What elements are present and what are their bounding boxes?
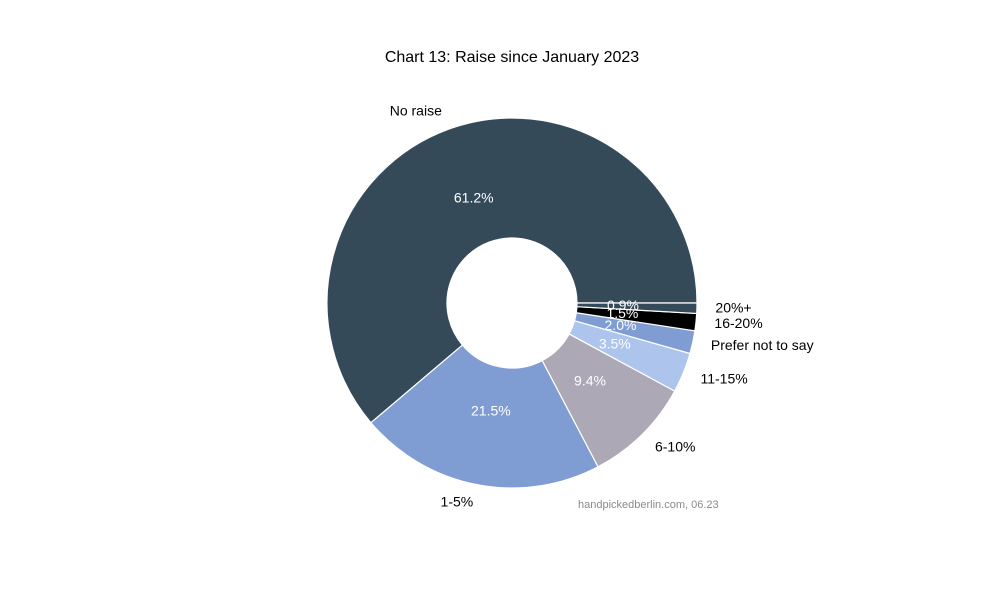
slice-label: 6-10%: [655, 439, 695, 455]
chart-title: Chart 13: Raise since January 2023: [385, 49, 639, 66]
value-label: 3.5%: [599, 336, 631, 352]
source-note: handpickedberlin.com, 06.23: [578, 499, 719, 511]
value-label: 21.5%: [471, 403, 511, 419]
slice-label: 1-5%: [441, 493, 474, 509]
value-label: 61.2%: [454, 190, 494, 206]
slice-label: No raise: [390, 103, 442, 119]
value-label: 0.9%: [607, 297, 639, 313]
slice-label: Prefer not to say: [711, 337, 814, 353]
donut-slice: [576, 302, 698, 315]
slice-label: 11-15%: [700, 370, 747, 386]
slice-label: 16-20%: [714, 315, 762, 331]
slice-label: 20%+: [715, 299, 751, 315]
donut-slice: [326, 117, 698, 424]
donut-slice: [370, 344, 599, 489]
value-label: 9.4%: [574, 373, 606, 389]
